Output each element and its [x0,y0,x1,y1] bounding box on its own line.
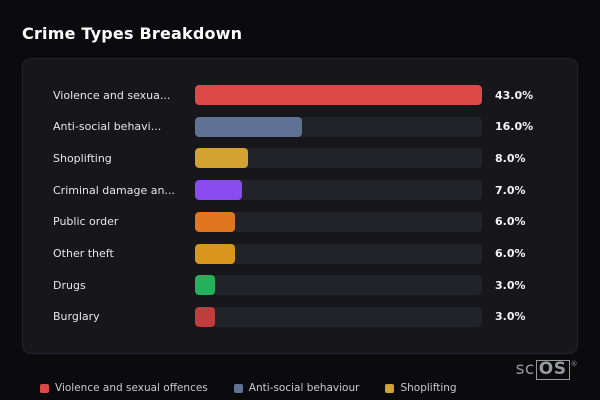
bar-row: Criminal damage an... 7.0% [53,180,547,201]
bar-fill[interactable] [195,243,236,264]
category-label: Public order [53,215,119,229]
bar-fill[interactable] [195,306,216,327]
bar-track[interactable] [195,275,482,296]
bar-fill[interactable] [195,180,242,201]
bar-fill[interactable] [195,211,236,232]
category-label: Violence and sexua... [53,88,171,102]
value-label: 3.0% [495,278,526,292]
value-label: 6.0% [495,247,526,261]
chart-legend: Violence and sexual offences Anti-social… [40,380,457,396]
bar-row: Anti-social behavi... 16.0% [53,116,547,137]
legend-item[interactable]: Violence and sexual offences [40,382,208,394]
value-label: 6.0% [495,215,526,229]
bar-track[interactable] [195,211,482,232]
bar-row: Drugs 3.0% [53,275,547,296]
bar-track[interactable] [195,180,482,201]
page-title: Crime Types Breakdown [22,24,243,43]
scos-watermark: sc OS ® [516,359,578,380]
value-label: 43.0% [495,88,534,102]
chart-card: Violence and sexua... 43.0% Anti-social … [22,58,578,354]
bar-row: Public order 6.0% [53,211,547,232]
bar-track[interactable] [195,243,482,264]
watermark-os-box: OS [535,360,570,380]
legend-swatch-icon [40,383,49,393]
legend-swatch-icon [385,383,395,393]
bar-track[interactable] [195,85,482,105]
value-label: 3.0% [495,310,526,324]
bar-fill[interactable] [195,148,249,169]
legend-item[interactable]: Anti-social behaviour [233,382,360,394]
bar-chart: Violence and sexua... 43.0% Anti-social … [53,85,547,327]
category-label: Shoplifting [53,151,112,165]
legend-label: Violence and sexual offences [55,382,208,394]
category-label: Anti-social behavi... [53,120,162,134]
value-label: 7.0% [495,183,526,197]
watermark-prefix: sc [515,359,535,380]
bar-fill[interactable] [195,275,216,296]
bar-track[interactable] [195,116,482,137]
bar-fill[interactable] [195,116,302,137]
bar-fill[interactable] [195,85,482,105]
legend-label: Anti-social behaviour [248,382,360,394]
category-label: Other theft [53,247,114,261]
category-label: Drugs [53,278,86,292]
value-label: 16.0% [495,120,534,134]
registered-mark-icon: ® [570,360,578,369]
legend-label: Shoplifting [400,382,457,394]
bar-row: Burglary 3.0% [53,306,547,327]
bar-row: Shoplifting 8.0% [53,148,547,169]
bar-track[interactable] [195,306,482,327]
category-label: Criminal damage an... [53,183,175,197]
bar-track[interactable] [195,148,482,169]
bar-row: Violence and sexua... 43.0% [53,85,547,105]
legend-item[interactable]: Shoplifting [385,382,457,394]
category-label: Burglary [53,310,100,324]
bar-row: Other theft 6.0% [53,243,547,264]
legend-swatch-icon [233,383,243,393]
value-label: 8.0% [495,151,526,165]
